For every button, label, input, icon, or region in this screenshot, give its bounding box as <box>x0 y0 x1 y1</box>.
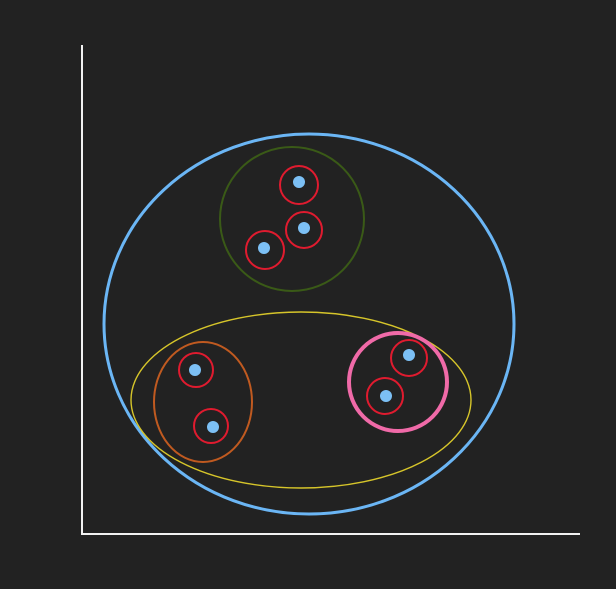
point-dot <box>207 421 219 433</box>
bottom-left-cluster-ellipse <box>153 341 253 463</box>
point-1 <box>279 165 319 205</box>
outer-cluster-ellipse <box>102 132 516 516</box>
point-ring <box>279 165 319 205</box>
data-points <box>178 165 428 444</box>
point-5 <box>193 408 229 444</box>
point-2 <box>285 211 323 249</box>
bottom-right-cluster-circle <box>347 331 449 433</box>
point-dot <box>293 176 305 188</box>
point-dot <box>298 222 310 234</box>
point-dot <box>380 390 392 402</box>
point-6 <box>390 339 428 377</box>
bottom-cluster-ellipse <box>130 311 472 489</box>
point-ring <box>193 408 229 444</box>
point-4 <box>178 352 214 388</box>
point-dot <box>258 242 270 254</box>
point-ring <box>390 339 428 377</box>
point-7 <box>366 377 404 415</box>
point-dot <box>189 364 201 376</box>
point-ring <box>178 352 214 388</box>
point-3 <box>245 230 285 270</box>
point-dot <box>403 349 415 361</box>
point-ring <box>366 377 404 415</box>
top-cluster-circle <box>219 146 365 292</box>
point-ring <box>245 230 285 270</box>
point-ring <box>285 211 323 249</box>
axes <box>81 45 580 535</box>
